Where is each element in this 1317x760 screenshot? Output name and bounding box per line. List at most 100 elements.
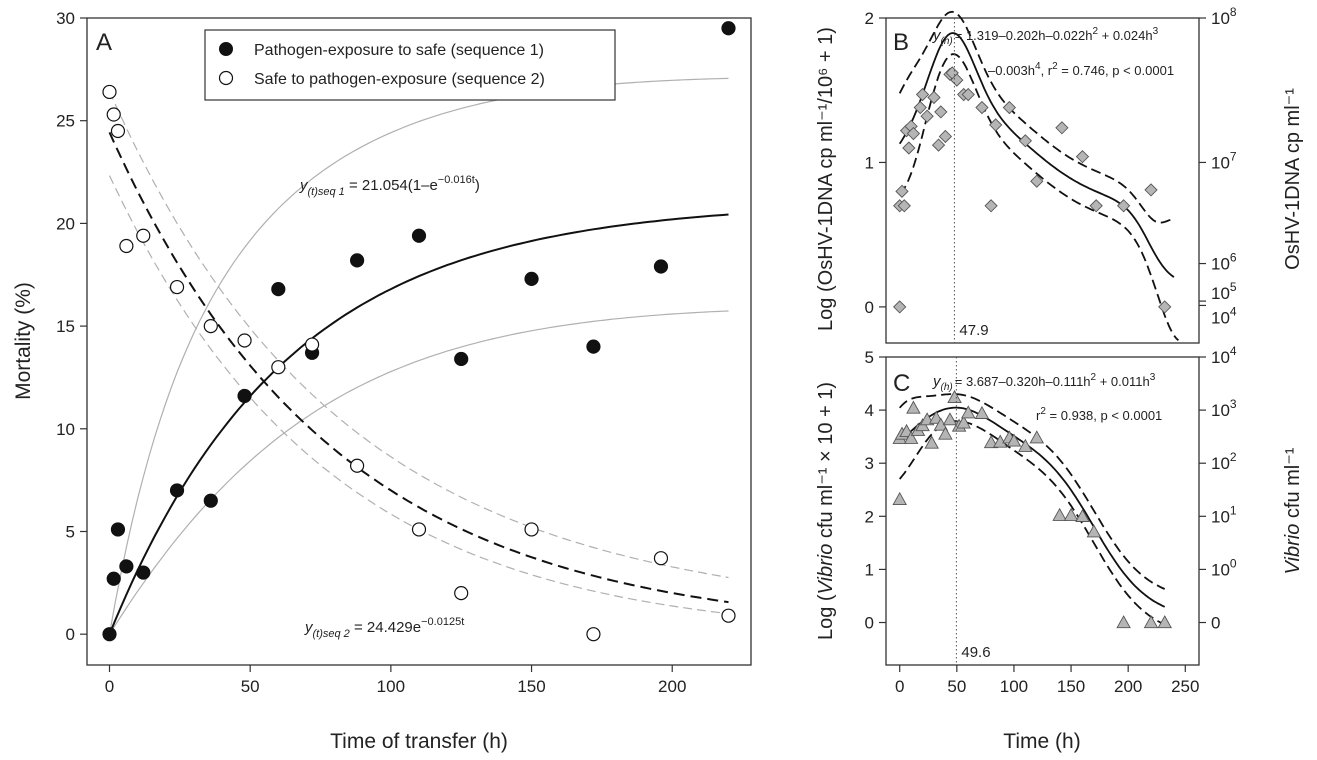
panel-a: 0 50 100 150 200 0 5 10 15 20 25 30 A Pathogen-exp… bbox=[12, 9, 752, 753]
panel-a-x-tick-label: 100 bbox=[377, 677, 405, 696]
panel-a-y-tick-label: 20 bbox=[56, 214, 75, 233]
seq2-data-point bbox=[586, 627, 601, 642]
panel-b-letter: B bbox=[893, 29, 909, 56]
panel-c-peak-label: 49.6 bbox=[961, 644, 990, 661]
panel-c-data-point bbox=[892, 491, 907, 505]
legend-marker-seq1 bbox=[219, 42, 233, 56]
panel-b-data-point bbox=[1144, 183, 1158, 197]
seq2-data-point bbox=[653, 551, 669, 566]
panel-b-right-tick-label: 104 bbox=[1211, 304, 1237, 327]
panel-c-data-point bbox=[924, 435, 939, 449]
seq1-data-point bbox=[102, 627, 117, 642]
seq1-data-point bbox=[136, 565, 151, 580]
panel-c-data-point bbox=[1063, 507, 1079, 521]
panel-c-y-tick-label: 5 bbox=[865, 348, 874, 367]
panel-b-data-point bbox=[920, 109, 934, 123]
seq2-data-point bbox=[237, 333, 252, 348]
panel-c-y-tick-label: 3 bbox=[865, 454, 874, 473]
panel-c-data-point bbox=[942, 412, 958, 426]
seq2-data-point bbox=[304, 337, 320, 352]
seq2-data-point bbox=[350, 458, 365, 473]
panel-c-data-point bbox=[1075, 508, 1090, 522]
panel-c-data-point bbox=[960, 405, 976, 419]
panel-b-data-point bbox=[893, 300, 907, 314]
panel-c-data-point bbox=[906, 400, 921, 414]
panel-c-data-point bbox=[1018, 438, 1033, 452]
seq1-lower-confidence-band bbox=[108, 310, 729, 635]
panel-b-data-point bbox=[931, 138, 946, 152]
panel-c-data-point bbox=[1086, 524, 1102, 538]
panel-b-right-tick-label: 107 bbox=[1211, 149, 1237, 172]
seq1-data-point bbox=[454, 351, 469, 367]
panel-c-right-axis-title: Vibrio cfu ml⁻¹ bbox=[1282, 447, 1304, 574]
panel-b-y-axis-title: Log (OsHV-1DNA cp ml⁻¹/10⁶ + 1) bbox=[815, 27, 837, 331]
seq1-data-point bbox=[237, 388, 252, 404]
panel-c-data-point bbox=[947, 389, 962, 404]
panel-b-data-point bbox=[1116, 199, 1131, 213]
legend-box bbox=[204, 29, 616, 101]
panel-c-upper-confidence-band bbox=[899, 393, 1166, 590]
panel-c-x-tick-label: 50 bbox=[947, 677, 966, 696]
panel-c-data-point bbox=[938, 426, 953, 440]
equation-seq1: y(t)seq 1 = 21.054(1–e−0.016t) bbox=[299, 174, 480, 198]
panel-a-y-tick-label: 10 bbox=[56, 420, 75, 439]
panel-c-x-axis-title: Time (h) bbox=[1003, 730, 1080, 753]
panel-a-x-axis-title: Time of transfer (h) bbox=[330, 730, 508, 753]
panel-b-y-tick-label: 1 bbox=[865, 153, 874, 172]
panel-b-data-point bbox=[902, 141, 916, 155]
panel-c-y-tick-label: 4 bbox=[865, 401, 874, 420]
seq2-data-point bbox=[271, 360, 286, 375]
panel-b-data-point bbox=[938, 129, 953, 144]
legend-marker-seq2 bbox=[218, 70, 234, 86]
panel-c-y-axis-title: Log (Vibrio cfu ml⁻¹ × 10 + 1) bbox=[815, 382, 837, 640]
panel-b-data-point bbox=[1055, 121, 1069, 135]
panel-c-data-point bbox=[1052, 507, 1067, 521]
seq1-data-point bbox=[350, 253, 365, 268]
panel-b-fit-curve bbox=[898, 32, 1175, 278]
panel-b-y-tick-label: 2 bbox=[865, 9, 874, 28]
panel-c-x-tick-label: 200 bbox=[1114, 677, 1142, 696]
seq1-data-point bbox=[271, 282, 286, 297]
panel-b-lower-confidence-band bbox=[899, 53, 1180, 341]
panel-b-data-point bbox=[897, 199, 911, 213]
panel-b-data-point bbox=[1089, 199, 1103, 213]
panel-c-right-tick-label: 101 bbox=[1211, 503, 1237, 526]
panel-b-data-point bbox=[989, 118, 1003, 132]
panel-b-right-tick-label: 105 bbox=[1211, 280, 1237, 303]
panel-b-data-point bbox=[913, 100, 927, 115]
panel-b-data-point bbox=[961, 87, 975, 102]
panel-c-equation-line1: y(h) = 3.687–0.320h–0.111h2 + 0.011h3 bbox=[932, 372, 1156, 393]
panel-b-data-point bbox=[1075, 150, 1090, 164]
panel-a-letter: A bbox=[96, 29, 112, 56]
panel-b-frame bbox=[885, 17, 1200, 344]
legend-label-seq2: Safe to pathogen-exposure (sequence 2) bbox=[254, 71, 545, 88]
panel-c-frame bbox=[885, 356, 1200, 666]
panel-c-x-tick-label: 100 bbox=[1000, 677, 1028, 696]
panel-b-data-point bbox=[915, 87, 930, 102]
seq1-data-point bbox=[586, 339, 601, 354]
panel-b-data-point bbox=[895, 184, 909, 198]
panel-c-right-tick-label: 0 bbox=[1211, 614, 1220, 633]
seq2-data-point bbox=[106, 107, 121, 122]
panel-b-equation-line1: y(h) = 1.319–0.202h–0.022h2 + 0.024h3 bbox=[932, 26, 1159, 47]
seq2-data-point bbox=[169, 279, 185, 295]
panel-c-letter: C bbox=[893, 370, 910, 397]
seq2-fit-curve bbox=[108, 131, 729, 604]
panel-c-right-tick-label: 104 bbox=[1211, 344, 1237, 367]
legend: Pathogen-exposure to safe (sequence 1) S… bbox=[204, 29, 616, 101]
panel-b-right-tick-label: 106 bbox=[1211, 251, 1237, 274]
legend-label-seq1: Pathogen-exposure to safe (sequence 1) bbox=[254, 42, 544, 59]
panel-c-data-point bbox=[956, 415, 971, 429]
panel-c-data-point bbox=[903, 430, 919, 444]
panel-c-y-tick-label: 0 bbox=[865, 614, 874, 633]
seq1-data-point bbox=[119, 559, 134, 574]
panel-a-y-tick-label: 5 bbox=[66, 522, 75, 541]
panel-c-y-tick-label: 2 bbox=[865, 507, 874, 526]
panel-c-data-point bbox=[1029, 430, 1045, 444]
seq1-data-point bbox=[524, 271, 539, 286]
seq2-data-point bbox=[110, 123, 126, 139]
panel-b-right-axis-title: OsHV-1DNA cp ml⁻¹ bbox=[1282, 88, 1304, 270]
panel-c-data-point bbox=[1116, 615, 1131, 629]
